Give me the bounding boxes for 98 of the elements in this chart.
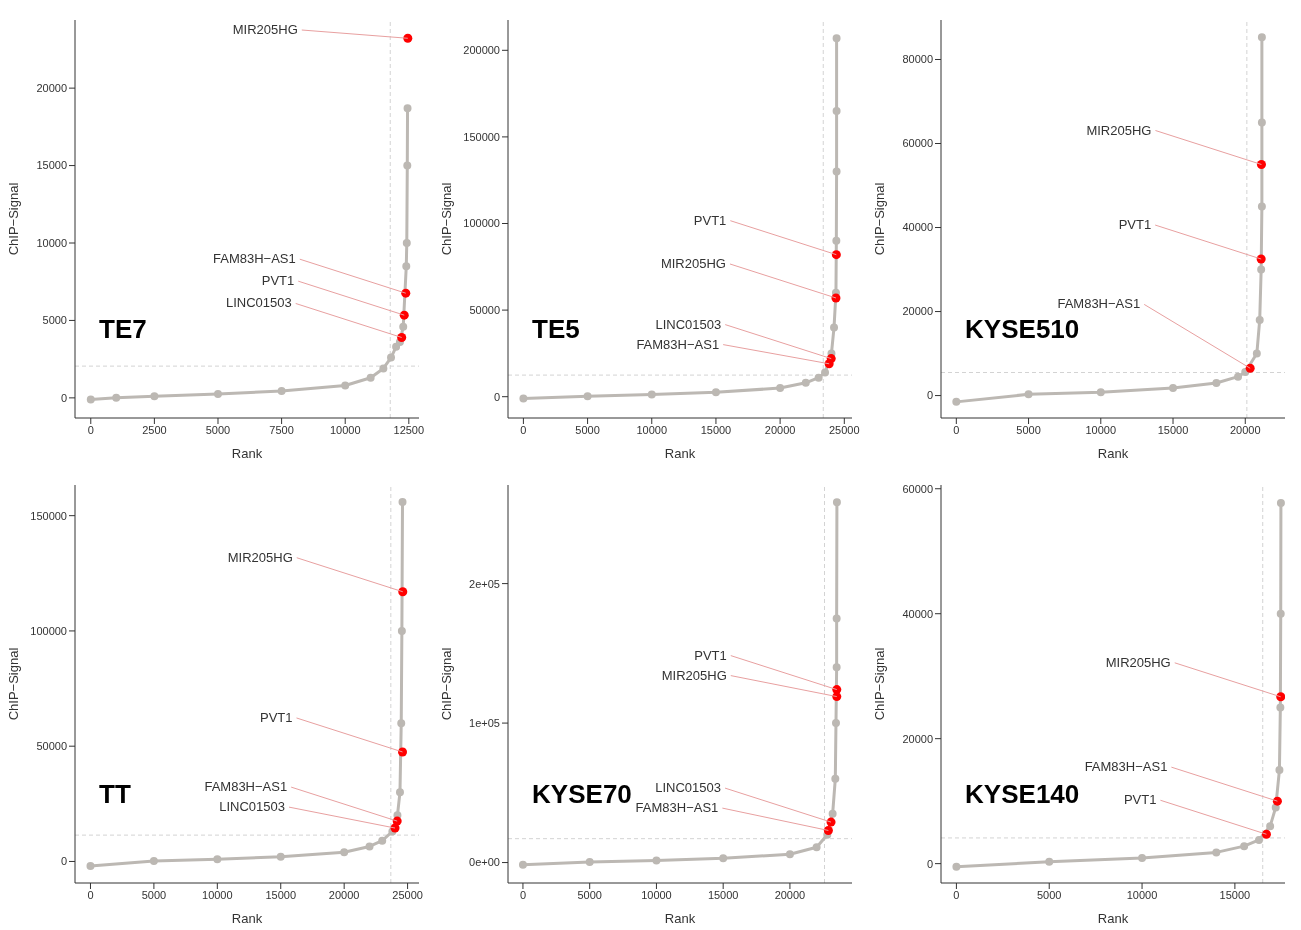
- y-axis-title: ChIP−Signal: [5, 182, 21, 256]
- y-tick-label: 20000: [902, 305, 933, 318]
- annotation: MIR205HG: [232, 22, 298, 37]
- x-tick-label: 5000: [205, 423, 231, 436]
- annotation: FAM83H−AS1: [204, 779, 288, 795]
- text: KYSE140: [965, 779, 1080, 810]
- x-tick-label: 10000: [1085, 423, 1117, 436]
- y-tick-label: 150000: [463, 130, 500, 143]
- x-tick-label: 0: [520, 423, 527, 436]
- y-tick-label: 0: [926, 857, 933, 870]
- text: TE7: [99, 314, 147, 345]
- y-tick-label: 50000: [36, 740, 67, 753]
- text: KYSE70: [532, 779, 632, 810]
- x-tick-label: 10000: [202, 888, 233, 901]
- x-tick-label: 25000: [829, 423, 860, 436]
- x-tick-label: 5000: [575, 423, 600, 436]
- x-tick-label: 10000: [329, 423, 361, 436]
- annotation: FAM83H−AS1: [1057, 296, 1141, 312]
- y-tick-label: 40000: [902, 221, 933, 234]
- annotation: MIR205HG: [1105, 654, 1171, 670]
- x-axis-title: Rank: [664, 911, 696, 926]
- y-tick-label: 0e+00: [469, 856, 500, 869]
- x-tick-label: 25000: [392, 888, 423, 901]
- y-tick-label: 0: [493, 390, 500, 403]
- x-tick-label: 0: [87, 423, 94, 436]
- annotation: LINC01503: [219, 799, 286, 815]
- annotation: MIR205HG: [660, 255, 726, 271]
- text: TE5: [532, 314, 580, 345]
- x-tick-label: 15000: [265, 888, 297, 901]
- x-axis-title: Rank: [1097, 446, 1129, 461]
- x-tick-label: 10000: [636, 423, 668, 436]
- x-tick-label: 20000: [764, 423, 796, 436]
- y-tick-label: 0: [60, 855, 67, 868]
- y-tick-label: 5000: [42, 314, 67, 327]
- annotation: FAM83H−AS1: [636, 336, 720, 352]
- x-tick-label: 10000: [1126, 888, 1158, 901]
- y-tick-label: 60000: [902, 137, 933, 150]
- annotation: PVT1: [259, 709, 293, 725]
- y-tick-label: 150000: [30, 509, 67, 522]
- annotation: PVT1: [1123, 792, 1157, 808]
- annotation: FAM83H−AS1: [635, 800, 719, 816]
- x-tick-label: 0: [87, 888, 94, 901]
- y-tick-label: 20000: [36, 82, 67, 95]
- y-tick-label: 100000: [30, 624, 67, 637]
- y-tick-label: 10000: [36, 236, 67, 249]
- annotation: MIR205HG: [661, 667, 727, 683]
- x-tick-label: 5000: [141, 888, 167, 901]
- x-tick-label: 15000: [1219, 888, 1251, 901]
- y-axis-title: ChIP−Signal: [871, 647, 887, 721]
- y-tick-label: 200000: [463, 44, 500, 57]
- annotation: PVT1: [261, 273, 295, 289]
- y-tick-label: 80000: [902, 53, 933, 66]
- x-axis-title: Rank: [231, 446, 263, 461]
- x-axis-title: Rank: [664, 446, 696, 461]
- x-tick-label: 2500: [142, 423, 167, 436]
- annotation: FAM83H−AS1: [1084, 759, 1168, 775]
- annotation: LINC01503: [655, 316, 722, 332]
- annotation: PVT1: [694, 647, 727, 663]
- y-axis-title: ChIP−Signal: [438, 647, 454, 721]
- x-tick-label: 15000: [1157, 423, 1189, 436]
- y-axis-title: ChIP−Signal: [438, 182, 454, 256]
- x-axis-title: Rank: [1097, 911, 1129, 926]
- y-axis-title: ChIP−Signal: [871, 182, 887, 256]
- y-tick-label: 0: [926, 389, 933, 402]
- annotation: LINC01503: [655, 780, 722, 796]
- x-axis-title: Rank: [231, 911, 263, 926]
- x-tick-label: 0: [519, 888, 527, 901]
- y-tick-label: 20000: [902, 732, 933, 745]
- annotation: PVT1: [693, 212, 727, 228]
- x-tick-label: 20000: [774, 888, 806, 901]
- x-tick-label: 20000: [328, 888, 360, 901]
- y-tick-label: 40000: [902, 607, 933, 620]
- annotation: MIR205HG: [1086, 122, 1152, 138]
- x-tick-label: 0: [953, 423, 960, 436]
- annotation: MIR205HG: [227, 549, 293, 565]
- x-tick-label: 0: [953, 888, 960, 901]
- x-tick-label: 5000: [1016, 423, 1041, 436]
- x-tick-label: 5000: [1036, 888, 1062, 901]
- y-tick-label: 0: [60, 391, 67, 404]
- y-tick-label: 50000: [469, 304, 500, 317]
- annotation: FAM83H−AS1: [213, 251, 296, 267]
- annotation: LINC01503: [225, 295, 292, 311]
- x-tick-label: 15000: [707, 888, 739, 901]
- x-tick-label: 7500: [269, 423, 294, 436]
- y-tick-label: 100000: [463, 217, 500, 230]
- x-tick-label: 15000: [700, 423, 732, 436]
- annotation: PVT1: [1118, 217, 1152, 233]
- x-tick-label: 20000: [1229, 423, 1261, 436]
- y-tick-label: 60000: [902, 482, 933, 495]
- x-tick-label: 10000: [641, 888, 672, 901]
- y-tick-label: 2e+05: [469, 577, 500, 590]
- text: TT: [99, 779, 131, 810]
- y-tick-label: 15000: [36, 159, 67, 172]
- text: KYSE510: [965, 314, 1080, 345]
- x-tick-label: 5000: [577, 888, 602, 901]
- y-tick-label: 1e+05: [469, 716, 500, 729]
- x-tick-label: 12500: [393, 423, 425, 436]
- y-axis-title: ChIP−Signal: [5, 647, 21, 721]
